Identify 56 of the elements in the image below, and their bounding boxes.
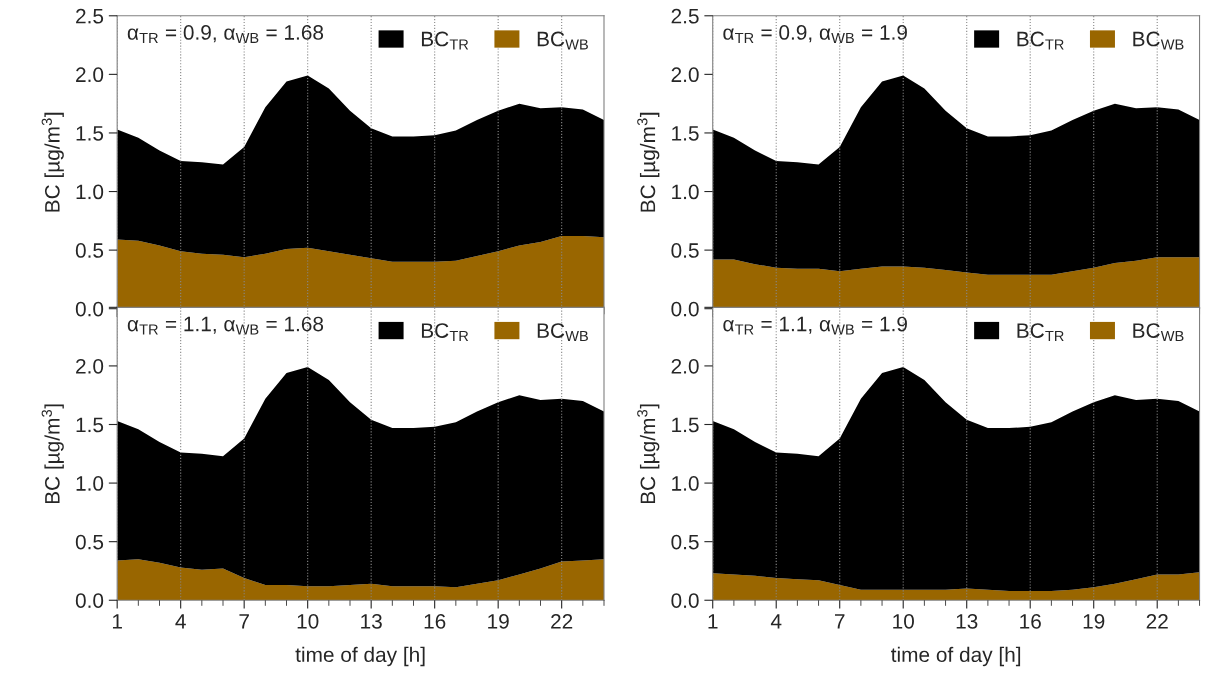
- x-tick-label: 7: [239, 614, 249, 629]
- x-tick-label: 13: [361, 613, 382, 629]
- legend-label: BC$_{WB}$: [1133, 323, 1184, 342]
- y-tick-label: 1.5: [76, 126, 104, 141]
- y-axis-title: BC [µg/m$^{3}$]: [41, 404, 64, 504]
- x-tick-label: 22: [551, 613, 573, 629]
- y-tick-label: 1.0: [76, 184, 104, 200]
- x-tick-label: 16: [1020, 613, 1041, 629]
- y-tick-label: 1.5: [672, 126, 699, 141]
- x-tick-label: 4: [175, 614, 186, 629]
- y-axis-title: BC [µg/m$^{3}$]: [637, 404, 660, 504]
- y-tick-label: 0.0: [75, 593, 104, 608]
- x-tick-label: 1: [112, 614, 122, 629]
- y-tick-label: 2.0: [76, 358, 104, 374]
- y-tick-label: 1.0: [76, 476, 104, 491]
- y-tick-label: 2.0: [671, 358, 699, 374]
- x-tick-label: 7: [834, 614, 845, 629]
- x-axis-title: time of day [h]: [891, 646, 1021, 667]
- x-tick-label: 13: [956, 613, 978, 629]
- x-tick-label: 16: [424, 613, 446, 629]
- x-tick-label: 10: [893, 613, 914, 629]
- legend-label: BC$_{TR}$: [421, 31, 469, 50]
- x-tick-label: 4: [770, 614, 782, 629]
- y-axis-title: BC [µg/m$^{3}$]: [637, 112, 660, 212]
- legend-label: BC$_{TR}$: [1017, 323, 1064, 342]
- y-tick-label: 0.5: [75, 534, 104, 550]
- y-tick-label: 2.5: [76, 8, 104, 24]
- legend-label: BC$_{WB}$: [1133, 31, 1184, 50]
- y-tick-label: 1.0: [672, 184, 699, 200]
- y-tick-label: 0.0: [75, 301, 104, 317]
- y-tick-label: 2.0: [671, 67, 699, 83]
- y-tick-label: 2.0: [76, 67, 104, 83]
- x-tick-label: 19: [488, 613, 509, 629]
- y-axis-title: BC [µg/m$^{3}$]: [41, 112, 64, 212]
- annotation: α$_{TR}$ = 1.1, α$_{WB}$ = 1.68: [127, 316, 324, 335]
- y-tick-label: 0.5: [671, 243, 699, 258]
- x-tick-label: 10: [297, 613, 319, 629]
- y-tick-label: 0.0: [671, 593, 699, 608]
- annotation: α$_{TR}$ = 0.9, α$_{WB}$ = 1.68: [127, 25, 324, 43]
- x-axis-title: time of day [h]: [295, 646, 425, 667]
- y-tick-label: 2.5: [671, 8, 699, 24]
- y-tick-label: 0.5: [75, 243, 104, 258]
- x-tick-label: 19: [1083, 613, 1105, 629]
- legend-label: BC$_{TR}$: [1017, 31, 1064, 50]
- y-tick-label: 1.5: [76, 417, 104, 433]
- legend-label: BC$_{WB}$: [537, 323, 588, 342]
- y-tick-label: 0.5: [671, 534, 699, 550]
- x-tick-label: 1: [708, 614, 718, 629]
- y-tick-label: 1.0: [672, 476, 699, 491]
- x-tick-label: 22: [1146, 613, 1168, 629]
- legend-label: BC$_{TR}$: [421, 323, 469, 342]
- y-tick-label: 1.5: [672, 417, 699, 433]
- y-tick-label: 0.0: [671, 301, 699, 317]
- annotation: α$_{TR}$ = 1.1, α$_{WB}$ = 1.9: [723, 316, 907, 335]
- legend-label: BC$_{WB}$: [537, 31, 588, 50]
- annotation: α$_{TR}$ = 0.9, α$_{WB}$ = 1.9: [723, 25, 907, 43]
